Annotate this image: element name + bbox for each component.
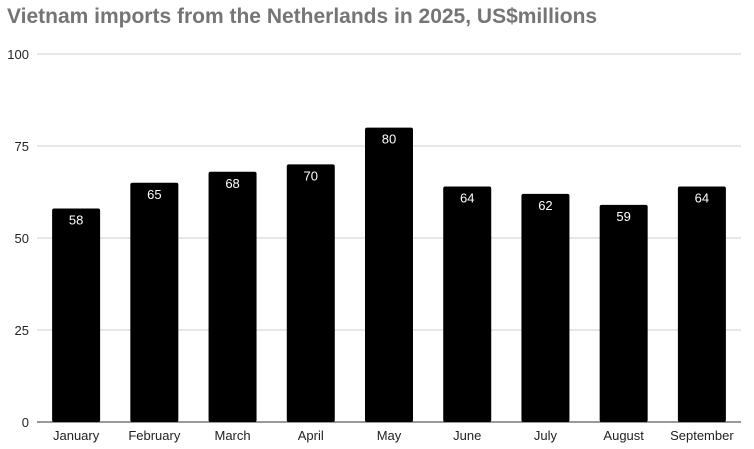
bar [52, 208, 101, 422]
data-label: 59 [616, 209, 630, 224]
y-tick-label: 100 [7, 47, 29, 62]
y-tick-label: 25 [15, 323, 29, 338]
data-label: 62 [538, 198, 552, 213]
x-tick-label: June [453, 428, 481, 443]
bar [521, 193, 570, 422]
x-tick-label: August [603, 428, 644, 443]
x-tick-label: January [53, 428, 100, 443]
data-label: 64 [695, 190, 709, 205]
chart-title: Vietnam imports from the Netherlands in … [7, 5, 598, 28]
y-tick-label: 0 [22, 415, 29, 430]
bar [286, 164, 335, 422]
x-tick-label: March [214, 428, 250, 443]
bar [677, 186, 726, 422]
data-label: 68 [225, 176, 239, 191]
bar [365, 127, 413, 422]
data-label: 58 [69, 213, 83, 228]
data-label: 80 [382, 132, 396, 147]
x-tick-label: July [534, 428, 558, 443]
data-label: 70 [304, 168, 318, 183]
y-tick-label: 50 [15, 231, 29, 246]
x-tick-label: February [128, 428, 181, 443]
x-tick-label: September [670, 428, 734, 443]
bar [443, 186, 492, 422]
y-tick-label: 75 [15, 139, 29, 154]
data-label: 64 [460, 190, 474, 205]
x-tick-label: May [377, 428, 402, 443]
bar [599, 204, 648, 422]
bar [130, 182, 179, 422]
data-label: 65 [147, 187, 161, 202]
x-tick-label: April [298, 428, 324, 443]
bar [208, 171, 257, 422]
